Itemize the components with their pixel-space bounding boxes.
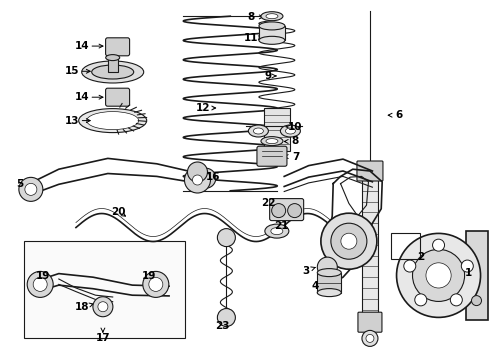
Circle shape bbox=[461, 260, 473, 272]
Circle shape bbox=[341, 233, 357, 249]
Text: 21: 21 bbox=[274, 221, 289, 231]
Circle shape bbox=[450, 294, 463, 306]
Ellipse shape bbox=[106, 55, 120, 60]
Text: 7: 7 bbox=[292, 152, 299, 162]
Circle shape bbox=[98, 302, 108, 312]
Ellipse shape bbox=[271, 228, 283, 235]
Text: 22: 22 bbox=[261, 198, 276, 208]
Circle shape bbox=[193, 175, 202, 185]
Ellipse shape bbox=[259, 36, 285, 44]
Circle shape bbox=[143, 271, 169, 297]
Circle shape bbox=[149, 278, 163, 291]
Ellipse shape bbox=[82, 61, 144, 83]
Circle shape bbox=[93, 297, 113, 317]
Ellipse shape bbox=[266, 14, 278, 19]
Circle shape bbox=[188, 162, 207, 182]
Text: 3: 3 bbox=[302, 266, 309, 276]
Ellipse shape bbox=[92, 65, 134, 79]
Circle shape bbox=[218, 229, 235, 247]
Text: 8: 8 bbox=[292, 136, 299, 147]
Ellipse shape bbox=[265, 224, 289, 238]
Text: 15: 15 bbox=[65, 66, 80, 76]
Text: 6: 6 bbox=[396, 110, 403, 120]
Ellipse shape bbox=[318, 289, 341, 297]
Ellipse shape bbox=[248, 125, 269, 137]
Circle shape bbox=[404, 260, 416, 272]
Ellipse shape bbox=[87, 112, 139, 130]
Ellipse shape bbox=[253, 128, 264, 134]
Bar bbox=[391, 233, 420, 259]
Circle shape bbox=[184, 167, 211, 193]
Bar bbox=[264, 108, 290, 151]
Text: 11: 11 bbox=[244, 33, 258, 43]
Circle shape bbox=[27, 271, 53, 297]
Text: 20: 20 bbox=[111, 207, 126, 217]
Circle shape bbox=[362, 330, 378, 346]
Text: 9: 9 bbox=[265, 71, 272, 81]
Text: 2: 2 bbox=[417, 252, 424, 262]
Text: 16: 16 bbox=[206, 172, 220, 182]
FancyBboxPatch shape bbox=[357, 161, 383, 181]
Bar bbox=[466, 231, 488, 320]
Ellipse shape bbox=[318, 269, 341, 276]
Bar bbox=[318, 273, 341, 293]
Circle shape bbox=[471, 296, 482, 306]
Circle shape bbox=[288, 204, 302, 217]
Circle shape bbox=[33, 278, 47, 291]
Bar bbox=[108, 58, 118, 72]
Circle shape bbox=[366, 334, 374, 342]
Bar bbox=[24, 241, 185, 338]
Circle shape bbox=[196, 168, 216, 188]
Circle shape bbox=[331, 223, 367, 259]
FancyBboxPatch shape bbox=[257, 146, 287, 166]
FancyBboxPatch shape bbox=[358, 312, 382, 332]
Text: 12: 12 bbox=[196, 103, 211, 113]
Circle shape bbox=[415, 294, 427, 306]
Text: 13: 13 bbox=[65, 116, 80, 126]
Bar bbox=[259, 26, 285, 40]
Ellipse shape bbox=[259, 22, 285, 30]
Ellipse shape bbox=[79, 109, 147, 132]
Text: 14: 14 bbox=[75, 92, 90, 102]
Ellipse shape bbox=[261, 136, 283, 145]
Text: 19: 19 bbox=[36, 271, 50, 282]
Ellipse shape bbox=[280, 125, 300, 137]
Text: 4: 4 bbox=[311, 281, 319, 291]
Text: 18: 18 bbox=[75, 302, 90, 312]
Ellipse shape bbox=[261, 12, 283, 21]
Text: 8: 8 bbox=[247, 12, 254, 22]
Ellipse shape bbox=[266, 139, 278, 144]
FancyBboxPatch shape bbox=[106, 38, 129, 56]
Ellipse shape bbox=[285, 128, 295, 134]
Text: 23: 23 bbox=[215, 321, 229, 331]
Circle shape bbox=[318, 257, 337, 277]
Circle shape bbox=[271, 204, 286, 217]
Circle shape bbox=[321, 213, 377, 269]
Circle shape bbox=[25, 183, 37, 195]
Text: 17: 17 bbox=[96, 333, 110, 343]
Circle shape bbox=[396, 233, 481, 318]
Circle shape bbox=[426, 263, 451, 288]
Circle shape bbox=[433, 239, 444, 251]
Bar bbox=[362, 162, 378, 317]
FancyBboxPatch shape bbox=[270, 199, 304, 221]
Text: 14: 14 bbox=[75, 41, 90, 51]
Text: 5: 5 bbox=[16, 179, 23, 189]
FancyBboxPatch shape bbox=[106, 88, 129, 106]
Circle shape bbox=[218, 309, 235, 327]
Text: 10: 10 bbox=[288, 122, 303, 132]
Text: 1: 1 bbox=[465, 268, 471, 278]
Circle shape bbox=[413, 249, 465, 301]
Circle shape bbox=[19, 177, 43, 201]
Text: 19: 19 bbox=[142, 271, 157, 282]
